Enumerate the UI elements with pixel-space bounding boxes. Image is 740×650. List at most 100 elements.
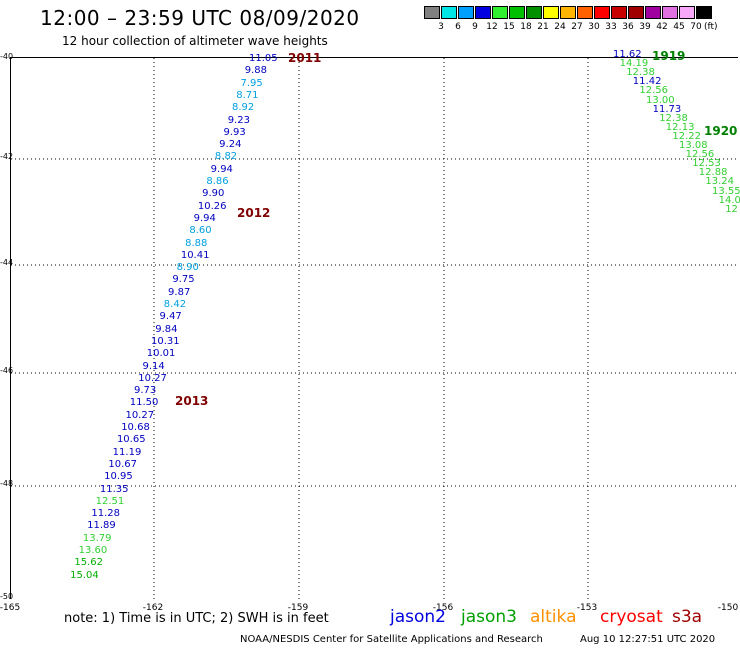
- wave-height-obs: 11.50: [129, 397, 159, 409]
- colorbar-label: 3: [438, 22, 444, 32]
- colorbar-swatch: [611, 6, 627, 19]
- wave-height-obs: 10.27: [138, 372, 167, 384]
- wave-height-obs: 8.88: [185, 237, 208, 249]
- wave-height-obs: 12.53: [692, 158, 721, 170]
- wave-height-obs: 9.88: [244, 65, 267, 77]
- wave-height-obs: 9.47: [159, 311, 182, 323]
- legend-cryosat: cryosat: [600, 607, 663, 627]
- wave-height-obs: 7.95: [240, 77, 263, 89]
- colorbar-swatch: [628, 6, 644, 19]
- wave-height-obs: 10.68: [121, 422, 150, 433]
- wave-height-obs: 13.08: [679, 140, 708, 151]
- latitude-label: -40: [0, 52, 14, 61]
- wave-height-obs: 11.62: [613, 49, 642, 60]
- colorbar-swatch: [679, 6, 695, 19]
- latitude-label: -42: [0, 152, 14, 161]
- wave-height-obs: 9.23: [227, 114, 250, 126]
- wave-height-obs: 9.87: [168, 286, 191, 298]
- latitude-label: -48: [0, 479, 14, 488]
- wave-height-obs: 9.94: [210, 163, 233, 175]
- colorbar-swatch: [509, 6, 525, 19]
- wave-height-obs: 10.31: [151, 335, 180, 347]
- colorbar-label: 45: [673, 22, 685, 32]
- wave-height-obs: 8.60: [189, 225, 212, 237]
- wave-height-obs: 13.24: [705, 176, 735, 188]
- wave-height-obs: 12.88: [698, 167, 728, 179]
- wave-height-obs: 15.62: [74, 557, 103, 569]
- colorbar-swatch: [475, 6, 491, 19]
- pass-label: 2011: [288, 51, 322, 65]
- colorbar-label: 70: [690, 22, 702, 32]
- wave-height-obs: 8.86: [206, 176, 229, 187]
- wave-height-obs: 9.14: [142, 360, 165, 372]
- latitude-label: -46: [0, 366, 14, 375]
- wave-height-obs: 8.42: [163, 299, 187, 310]
- wave-height-obs: 11.42: [632, 76, 662, 88]
- colorbar-swatch: [441, 6, 457, 19]
- longitude-label: -156: [432, 603, 454, 613]
- wave-height-obs: 9.93: [223, 126, 246, 138]
- wave-height-obs: 13.60: [78, 545, 108, 556]
- wave-height-obs: 11.89: [87, 520, 116, 532]
- map-subtitle: 12 hour collection of altimeter wave hei…: [62, 34, 328, 48]
- map-title: 12:00 – 23:59 UTC 08/09/2020: [40, 6, 360, 30]
- legend-s3a: s3a: [672, 607, 703, 627]
- colorbar-swatch: [424, 6, 440, 19]
- footer-credit: NOAA/NESDIS Center for Satellite Applica…: [240, 634, 543, 645]
- colorbar-label: 6: [455, 22, 461, 32]
- wave-height-obs: 12.38: [659, 112, 688, 124]
- longitude-label: -159: [287, 603, 309, 613]
- note-text: note: 1) Time is in UTC; 2) SWH is in fe…: [64, 611, 329, 626]
- wave-height-obs: 10.01: [146, 348, 176, 360]
- wave-height-obs: 9.24: [219, 139, 242, 151]
- wave-height-obs: 12.51: [95, 495, 125, 507]
- legend-jason2: jason2: [390, 607, 446, 627]
- colorbar-swatch: [577, 6, 593, 19]
- wave-height-obs: 10.65: [116, 434, 146, 446]
- longitude-label: -150: [717, 603, 739, 613]
- colorbar-swatch: [594, 6, 610, 19]
- wave-height-obs: 11.05: [249, 53, 278, 64]
- footer-timestamp: Aug 10 12:27:51 UTC 2020: [580, 634, 716, 645]
- colorbar-unit: (ft): [704, 22, 718, 32]
- wave-height-obs: 13.55: [712, 185, 740, 197]
- wave-height-obs: 9.84: [155, 323, 178, 335]
- latitude-label: -50: [0, 592, 14, 601]
- wave-height-obs: 10.41: [180, 249, 210, 261]
- colorbar-label: 33: [605, 22, 617, 32]
- colorbar-label: 24: [554, 22, 566, 32]
- grid-lines: [11, 58, 739, 600]
- wave-height-obs: 11.28: [91, 508, 121, 520]
- colorbar-label: 21: [537, 22, 549, 32]
- colorbar-swatch: [526, 6, 542, 19]
- pass-label: 2013: [175, 394, 209, 408]
- wave-height-obs: 8.90: [176, 262, 199, 274]
- wave-height-obs: 12.13: [665, 121, 695, 133]
- colorbar: [424, 6, 713, 19]
- longitude-label: -165: [0, 603, 21, 613]
- wave-height-obs: 12.38: [626, 67, 655, 79]
- colorbar-swatch: [560, 6, 576, 19]
- colorbar-label: 12: [486, 22, 498, 32]
- wave-height-obs: 8.71: [236, 89, 259, 101]
- wave-height-obs: 9.75: [172, 274, 195, 286]
- latitude-label: -44: [0, 258, 14, 267]
- wave-height-obs: 14.0: [718, 194, 740, 206]
- map-plot-area: [10, 57, 739, 600]
- colorbar-swatch: [696, 6, 712, 19]
- pass-label: 2012: [237, 206, 271, 220]
- wave-height-obs: 10.26: [197, 200, 227, 212]
- wave-height-obs: 12: [725, 203, 738, 215]
- colorbar-label: 39: [639, 22, 651, 32]
- colorbar-label: 18: [520, 22, 532, 32]
- wave-height-obs: 10.95: [104, 471, 133, 483]
- wave-height-obs: 9.94: [193, 212, 216, 224]
- pass-label: 1920: [704, 124, 738, 138]
- colorbar-swatch: [645, 6, 661, 19]
- wave-height-obs: 12.56: [639, 85, 669, 97]
- colorbar-label: 9: [472, 22, 478, 32]
- longitude-label: -162: [142, 603, 164, 613]
- colorbar-label: 42: [656, 22, 668, 32]
- longitude-label: -153: [576, 603, 598, 613]
- colorbar-swatch: [492, 6, 508, 19]
